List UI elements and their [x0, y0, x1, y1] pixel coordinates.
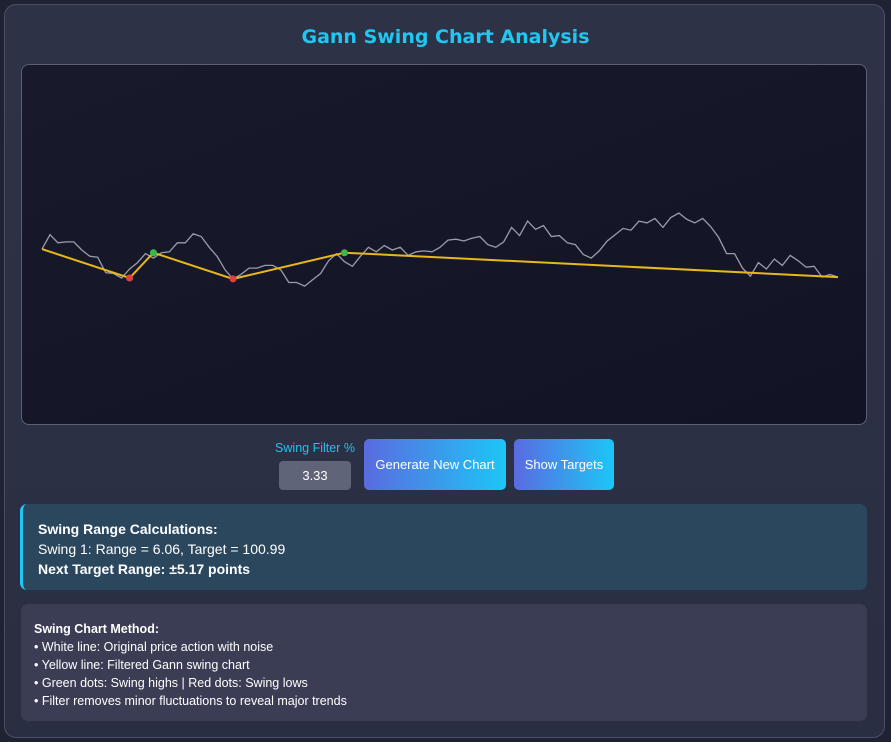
- next-target-range: Next Target Range: ±5.17 points: [38, 561, 251, 577]
- method-heading: Swing Chart Method:: [34, 622, 159, 636]
- method-item-white-line: • White line: Original price action with…: [34, 640, 274, 654]
- chart-svg: [41, 212, 839, 287]
- show-targets-button[interactable]: Show Targets: [514, 439, 614, 490]
- price-line: [41, 212, 839, 287]
- swing-high-point: [149, 249, 157, 257]
- swing-high-point: [340, 249, 348, 257]
- swing-line: [41, 248, 839, 280]
- swing-method-panel: Swing Chart Method: • White line: Origin…: [21, 604, 867, 721]
- swing-low-point: [126, 274, 134, 282]
- page-title: Gann Swing Chart Analysis: [301, 26, 590, 48]
- swing-points: [126, 249, 348, 283]
- method-item-filter: • Filter removes minor fluctuations to r…: [34, 694, 347, 708]
- swing-low-point: [229, 275, 237, 283]
- swing-filter-label: Swing Filter %: [275, 441, 355, 455]
- method-item-dots: • Green dots: Swing highs | Red dots: Sw…: [34, 676, 308, 690]
- method-item-yellow-line: • Yellow line: Filtered Gann swing chart: [34, 658, 250, 672]
- swing-chart: [21, 64, 867, 425]
- swing1-calculation: Swing 1: Range = 6.06, Target = 100.99: [38, 541, 286, 557]
- calculations-heading: Swing Range Calculations:: [38, 521, 218, 537]
- swing-calculations-panel: Swing Range Calculations: Swing 1: Range…: [20, 504, 867, 590]
- swing-filter-input[interactable]: [279, 461, 351, 490]
- generate-chart-button[interactable]: Generate New Chart: [364, 439, 506, 490]
